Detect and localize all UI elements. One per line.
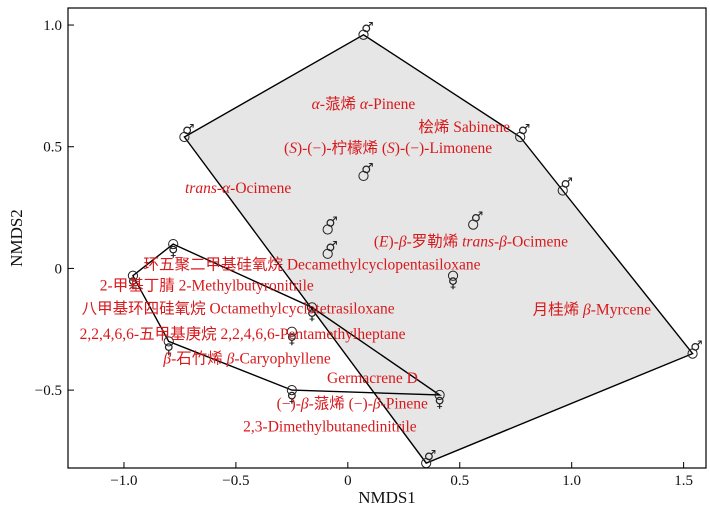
hull-layer [132,33,694,464]
compound-label: (S)-(−)-柠檬烯 (S)-(−)-Limonene [284,139,492,157]
compound-label: 八甲基环四硅氧烷 Octamethylcyclotetrasiloxane [82,299,395,317]
male-symbol: ♂ [325,239,338,255]
female-symbol: ♀ [307,307,317,323]
female-point [306,302,318,313]
compound-label: 2,3-Dimethylbutanedinitrile [243,418,417,435]
compound-label: β-石竹烯 β-Caryophyllene [162,349,331,367]
x-axis-title: NMDS1 [358,488,416,507]
female-point [286,326,297,337]
female-point [434,389,445,401]
x-tick-label: 0.5 [450,473,469,489]
male-symbol: ♂ [471,210,484,226]
female-symbol: ♀ [287,332,297,348]
female-symbol: ♀ [164,341,174,357]
female-symbol: ♀ [434,395,444,411]
y-tick-label: 0.5 [43,140,62,156]
male-point [687,348,698,359]
y-tick-label: −0.5 [35,383,62,399]
y-axis-title: NMDS2 [7,209,26,267]
compound-label: α-蒎烯 α-Pinene [312,95,416,113]
y-axis-ticks: −0.5 0 0.5 1.0 [35,18,74,399]
compound-label: 2,2,4,6,6-五甲基庚烷 2,2,4,6,6-Pentamethylhep… [80,325,406,343]
male-symbol: ♂ [361,161,374,177]
male-point [322,248,333,259]
y-tick-label: 0 [55,261,63,277]
female-point [127,270,139,281]
y-tick-label: 1.0 [43,18,62,34]
axes [67,7,707,469]
male-point [515,131,526,143]
male-point [358,170,369,182]
male-symbol: ♂ [690,339,703,355]
male-hull [183,33,694,464]
male-point [468,219,479,230]
male-symbol: ♂ [325,214,338,230]
male-symbol: ♂ [518,122,531,138]
x-tick-label: −0.5 [222,473,249,489]
male-point [358,29,369,40]
male-point [179,131,190,143]
male-symbol: ♂ [560,176,573,192]
compound-label: 月桂烯 β-Myrcene [533,301,651,319]
male-point [322,224,333,235]
female-hull [132,243,442,396]
female-symbol: ♀ [448,276,458,292]
plot-frame [67,7,707,469]
compound-label: trans-α-Ocimene [185,180,291,197]
compound-label: Germacrene D [327,370,418,387]
male-symbol: ♂ [361,20,374,36]
male-point [557,185,568,196]
x-tick-label: 1.0 [562,473,581,489]
x-axis-ticks: −1.0 −0.5 0 0.5 1.0 1.5 [110,462,693,489]
compound-label: 环五聚二甲基硅氧烷 Decamethylcyclopentasiloxane [143,256,480,274]
compound-label: (E)-β-罗勒烯 trans-β-Ocimene [374,233,568,251]
male-symbol: ♂ [182,122,195,138]
female-point [447,270,459,281]
compound-label: (−)-β-蒎烯 (−)-β-Pinene [277,394,428,412]
compound-label: 2-甲基丁腈 2-Methylbutyronitrile [100,276,314,294]
female-point [163,336,174,347]
female-symbol: ♀ [168,244,178,260]
x-tick-label: −1.0 [110,473,137,489]
female-point [286,385,297,396]
female-point [168,238,179,250]
female-symbol: ♀ [128,276,138,292]
x-tick-label: 1.5 [674,473,693,489]
male-symbol: ♂ [424,448,437,464]
compound-label: 桧烯 Sabinene [418,118,510,136]
x-tick-label: 0 [344,473,352,489]
points-layer: ♂ ♂ ♂ ♂ ♂ ♂ ♂ ♂ ♂ ♂ ♀ ♀ ♀ ♀ ♀ ♀ ♀ ♀ [127,20,703,469]
female-symbol: ♀ [287,390,297,406]
